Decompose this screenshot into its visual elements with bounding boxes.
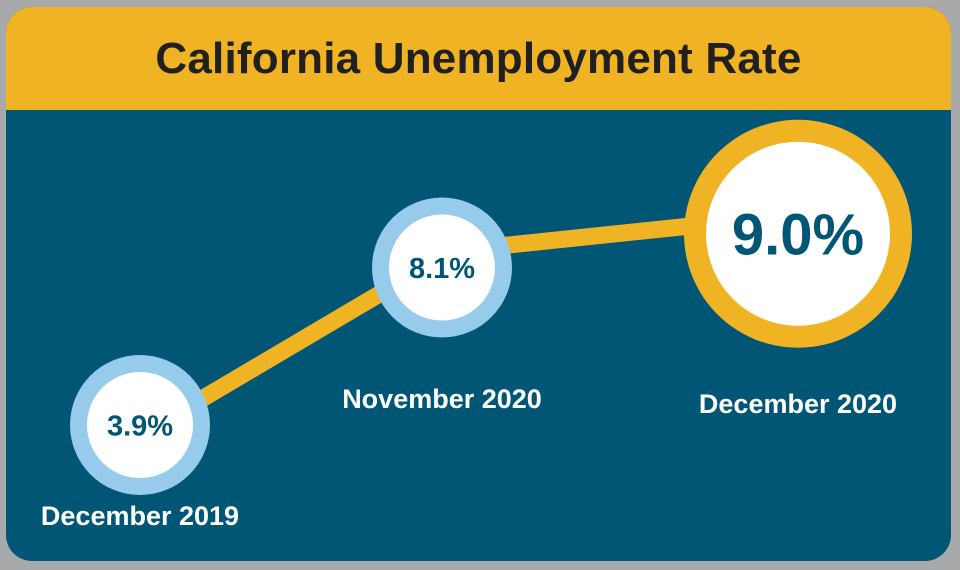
- chart-title: California Unemployment Rate: [155, 33, 802, 83]
- category-label: November 2020: [342, 384, 542, 414]
- connector-break-1: [337, 333, 355, 357]
- connector-line-group: [195, 217, 694, 408]
- data-label: 3.9%: [107, 410, 173, 442]
- data-label: 8.1%: [409, 253, 475, 285]
- data-point-1: 3.9% December 2019: [41, 355, 239, 531]
- category-label: December 2019: [41, 501, 239, 531]
- data-point-group: 3.9% December 2019 8.1% November 2020 9.0% De…: [41, 119, 912, 531]
- data-label: 9.0%: [732, 203, 864, 268]
- data-point-2: 8.1% November 2020: [342, 197, 542, 414]
- connector-segment-1: [195, 285, 387, 408]
- connector-break-2: [555, 253, 571, 277]
- data-point-3: 9.0% December 2020: [684, 119, 912, 419]
- data-point-disc: [706, 141, 890, 326]
- connector-segment-2: [503, 217, 694, 254]
- data-point-disc: [389, 214, 495, 321]
- data-point-disc: [87, 372, 193, 478]
- category-label: December 2020: [699, 389, 897, 419]
- title-bar: California Unemployment Rate: [6, 7, 951, 110]
